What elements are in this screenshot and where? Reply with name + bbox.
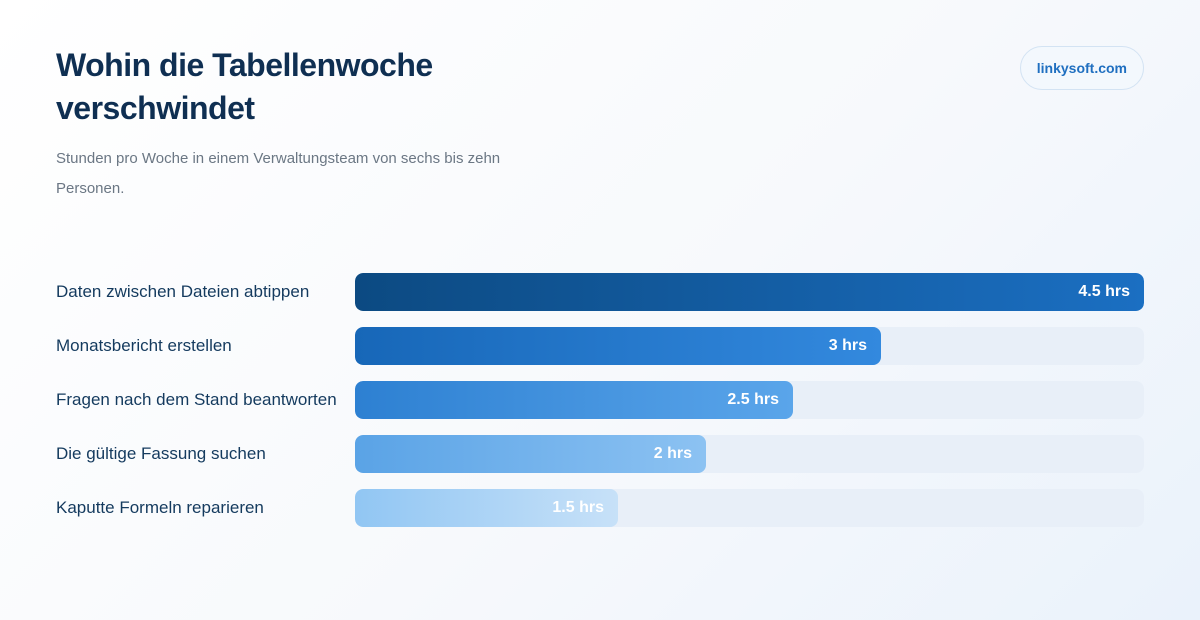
category-label: Kaputte Formeln reparieren: [56, 498, 264, 517]
bar-value-label: 2 hrs: [653, 445, 692, 462]
chart-row: Monatsbericht erstellen 3 hrs: [56, 327, 1144, 365]
bar-track: 2.5 hrs: [355, 381, 1144, 419]
chart-subtitle: Stunden pro Woche in einem Verwaltungste…: [56, 150, 501, 197]
chart-title: Wohin die Tabellenwoche verschwindet: [56, 47, 433, 126]
bar: 2.5 hrs: [355, 381, 793, 419]
bar-value-label: 2.5 hrs: [727, 391, 779, 408]
chart-row: Fragen nach dem Stand beantworten 2.5 hrs: [56, 381, 1144, 419]
category-label: Daten zwischen Dateien abtippen: [56, 282, 310, 301]
bar: 4.5 hrs: [355, 273, 1144, 311]
bar-value-label: 4.5 hrs: [1078, 283, 1130, 300]
chart-row: Die gültige Fassung suchen 2 hrs: [56, 435, 1144, 473]
bar-value-label: 3 hrs: [828, 337, 867, 354]
bar-track: 1.5 hrs: [355, 489, 1144, 527]
category-label: Monatsbericht erstellen: [56, 336, 232, 355]
category-label: Die gültige Fassung suchen: [56, 444, 266, 463]
chart-row: Kaputte Formeln reparieren 1.5 hrs: [56, 489, 1144, 527]
chart-header: Wohin die Tabellenwoche verschwindet Stu…: [56, 44, 576, 204]
bar-track: 4.5 hrs: [355, 273, 1144, 311]
bar-value-label: 1.5 hrs: [552, 499, 604, 516]
bar-chart: Daten zwischen Dateien abtippen 4.5 hrs Mo…: [56, 273, 1144, 543]
brand-badge[interactable]: linkysoft.com: [1019, 46, 1144, 90]
brand-badge-text: linkysoft.com: [1036, 60, 1127, 76]
bar: 1.5 hrs: [355, 489, 618, 527]
bar: 3 hrs: [355, 327, 881, 365]
bar-track: 3 hrs: [355, 327, 1144, 365]
bar-track: 2 hrs: [355, 435, 1144, 473]
chart-row: Daten zwischen Dateien abtippen 4.5 hrs: [56, 273, 1144, 311]
bar: 2 hrs: [355, 435, 706, 473]
category-label: Fragen nach dem Stand beantworten: [56, 390, 337, 409]
